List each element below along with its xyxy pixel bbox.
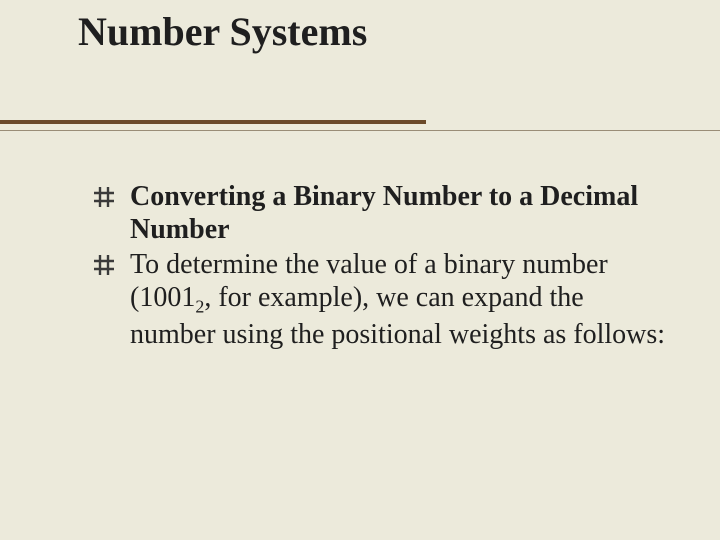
page-title: Number Systems [78, 8, 720, 55]
bullet-item: Converting a Binary Number to a Decimal … [94, 180, 676, 246]
bullet-text-body: To determine the value of a binary numbe… [130, 249, 665, 350]
slide: Number Systems Converting a Binary Numbe… [0, 0, 720, 540]
body-post: , for example), we can expand the number… [130, 282, 665, 350]
hash-bullet-icon [94, 187, 114, 207]
bullet-item: To determine the value of a binary numbe… [94, 248, 676, 351]
hash-bullet-icon [94, 255, 114, 275]
body-subscript: 2 [195, 297, 204, 317]
content-area: Converting a Binary Number to a Decimal … [94, 180, 676, 353]
title-rule-thick [0, 120, 426, 124]
title-rule-thin [0, 130, 720, 131]
bullet-text-heading: Converting a Binary Number to a Decimal … [130, 181, 638, 245]
title-block: Number Systems [0, 0, 720, 55]
